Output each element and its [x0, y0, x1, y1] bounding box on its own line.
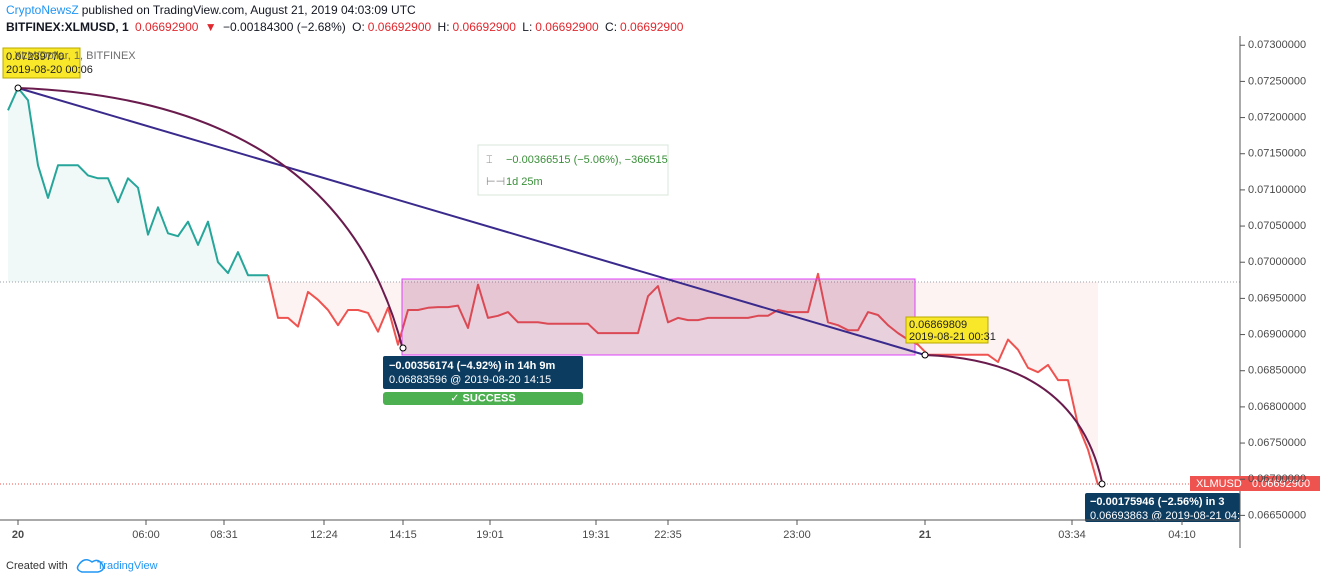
publish-line: CryptoNewsZ published on TradingView.com,… [6, 3, 419, 17]
o-label: O: [352, 20, 365, 34]
change-arrow: ▼ [204, 20, 217, 34]
x-tick-label: 06:00 [132, 529, 160, 541]
measure-time: 1d 25m [506, 176, 543, 188]
y-tick-label: 0.07000000 [1248, 256, 1306, 268]
x-tick-label: 12:24 [310, 529, 338, 541]
price-symbol: XLMUSD [1196, 478, 1242, 490]
price-label [1190, 476, 1320, 491]
x-tick-label: 14:15 [389, 529, 417, 541]
c-label: C: [605, 20, 618, 34]
drop-detail: 0.06693863 @ 2019-08-21 04:02 [1090, 510, 1252, 522]
y-tick-label: 0.06700000 [1248, 473, 1306, 485]
x-tick-label: 03:34 [1058, 529, 1086, 541]
measure-icon: ⊢⊣ [486, 176, 505, 188]
callout-time: 2019-08-21 00:31 [909, 331, 996, 343]
callout [905, 316, 989, 344]
x-tick-label: 19:01 [476, 529, 504, 541]
x-tick-label: 23:00 [783, 529, 811, 541]
y-tick-label: 0.06800000 [1248, 401, 1306, 413]
legend-text: XLM/Dollar, 1, BITFINEX [14, 50, 136, 62]
close: 0.06692900 [620, 20, 684, 34]
arc [17, 87, 404, 351]
range-box [401, 278, 916, 356]
drop-text: −0.00175946 (−2.56%) in 3 [1090, 496, 1225, 508]
footer-created: Created with [6, 560, 68, 572]
drop-text: −0.00356174 (−4.92%) in 14h 9m [389, 360, 556, 372]
logo [76, 559, 105, 573]
status-bar [383, 392, 583, 405]
y-tick-label: 0.06750000 [1248, 437, 1306, 449]
y-tick-label: 0.07150000 [1248, 148, 1306, 160]
trend-line [17, 87, 926, 356]
x-tick-label: 21 [919, 529, 931, 541]
y-tick-label: 0.06900000 [1248, 328, 1306, 340]
callout [2, 47, 81, 79]
price-last: 0.06692900 [1252, 478, 1310, 490]
y-tick-label: 0.07050000 [1248, 220, 1306, 232]
measure-box [477, 144, 669, 196]
y-tick-label: 0.06850000 [1248, 365, 1306, 377]
anchor [14, 84, 22, 92]
y-tick-label: 0.07250000 [1248, 75, 1306, 87]
y-tick-label: 0.07100000 [1248, 184, 1306, 196]
low: 0.06692900 [535, 20, 599, 34]
status: ✓ SUCCESS [450, 392, 515, 404]
callout-price: 0.06869809 [909, 319, 967, 331]
callout-time: 2019-08-20 00:06 [6, 64, 93, 76]
anchor [399, 344, 407, 352]
callout [1085, 493, 1240, 522]
last-price: 0.06692900 [135, 20, 199, 34]
y-tick-label: 0.06950000 [1248, 292, 1306, 304]
area [8, 87, 268, 283]
x-tick-label: 20 [12, 529, 24, 541]
arc [924, 354, 1103, 483]
symbol: BITFINEX:XLMUSD, 1 [6, 20, 129, 34]
published: published on TradingView.com, August 21,… [81, 3, 416, 17]
x-tick-label: 08:31 [210, 529, 238, 541]
measure-icon: ⌶ [486, 154, 493, 166]
y-tick-label: 0.06650000 [1248, 509, 1306, 521]
h-label: H: [437, 20, 450, 34]
anchor [921, 351, 929, 359]
measure-change: −0.00366515 (−5.06%), −366515 [506, 154, 668, 166]
open: 0.06692900 [367, 20, 432, 34]
x-tick-label: 22:35 [654, 529, 682, 541]
line [267, 272, 1099, 486]
plot [7, 86, 1099, 486]
callout [383, 356, 583, 389]
y-tick-label: 0.07200000 [1248, 111, 1306, 123]
anchor [1098, 480, 1106, 488]
x-tick-label: 19:31 [582, 529, 610, 541]
author[interactable]: CryptoNewsZ [6, 3, 79, 17]
high: 0.06692900 [452, 20, 516, 34]
l-label: L: [522, 20, 533, 34]
line [7, 86, 268, 277]
x-tick-label: 04:10 [1168, 529, 1196, 541]
drop-detail: 0.06883596 @ 2019-08-20 14:15 [389, 374, 551, 386]
callout-price: 0.07239770 [6, 51, 64, 63]
footer-brand[interactable]: TradingView [97, 560, 158, 572]
symbol-line: BITFINEX:XLMUSD, 1 0.06692900 ▼ −0.00184… [6, 20, 686, 34]
y-tick-label: 0.07300000 [1248, 39, 1306, 51]
change: −0.00184300 (−2.68%) [223, 20, 346, 34]
